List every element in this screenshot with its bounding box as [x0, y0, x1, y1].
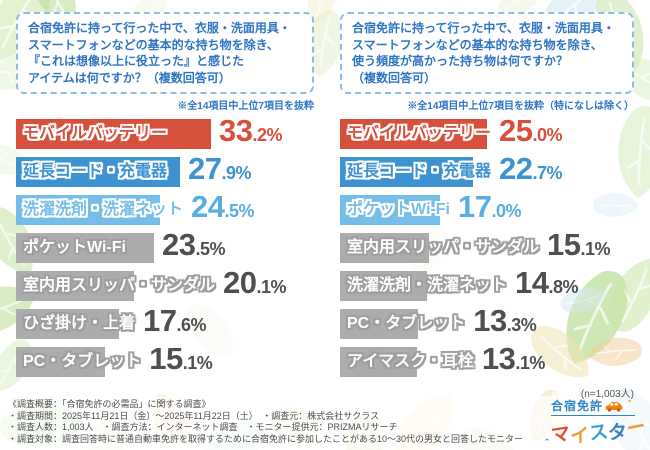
- bar-row: PC・タブレット 13.3%: [340, 303, 634, 339]
- bar-label: 室内用スリッパ・サンダル: [23, 277, 216, 294]
- bar-value: 14.8%: [515, 265, 579, 300]
- bar: [340, 157, 473, 187]
- bar-value: 23.5%: [162, 227, 226, 262]
- question-box: 合宿免許に持って行った中で、衣服・洗面用具・ スマートフォンなどの基本的な持ち物を…: [340, 12, 634, 94]
- brand-char: タ: [607, 422, 627, 444]
- bar-value: 22.7%: [499, 151, 563, 186]
- bar-value: 15.1%: [547, 227, 611, 262]
- bar-value: 17.6%: [143, 303, 207, 338]
- chart-title-line: 合宿免許に持って行った中で、衣服・洗面用具・: [352, 21, 615, 35]
- survey-heading: 《調査概要：「合宿免許の必需品」に関する調査》: [8, 399, 211, 409]
- bar-row: 室内用スリッパ・サンダル 15.1%: [340, 227, 634, 263]
- chart-note: ※全14項目中上位7項目を抜粋: [177, 101, 314, 112]
- bar: [16, 271, 134, 301]
- sample-size-note: (n=1,003人): [580, 389, 634, 400]
- chart-title-line: 使う頻度が高かった持ち物は何ですか？: [352, 54, 569, 68]
- bar-row: アイマスク・耳栓 13.1%: [340, 341, 634, 377]
- brand-char: ー: [624, 416, 648, 441]
- bar: [340, 347, 417, 377]
- caret-icon: ＾: [625, 401, 636, 411]
- brand-logo: 合宿免許 ＾ ＾マイスター: [541, 397, 648, 450]
- bar-label: PC・タブレット: [23, 353, 142, 370]
- bar-label: アイマスク・耳栓: [347, 353, 474, 370]
- bar: [340, 309, 418, 339]
- bar: [340, 119, 487, 149]
- bar-value: 13.1%: [481, 341, 546, 376]
- bar-label: PC・タブレット: [347, 315, 466, 332]
- bar-row: ポケットWi-Fi 23.5%: [16, 227, 314, 263]
- bar-row: ポケットWi-Fi 17.0%: [340, 189, 634, 225]
- bar-value: 33.2%: [219, 113, 283, 148]
- bar: [340, 271, 427, 301]
- bar-value: 17.0%: [457, 189, 522, 224]
- bar-label: 延長コード・充電器: [23, 163, 168, 180]
- car-icon: [605, 401, 623, 412]
- chart-note: ※全14項目中上位7項目を抜粋（特になしは除く）: [407, 101, 634, 112]
- brand-char: ス: [587, 421, 610, 445]
- bar-label: 洗濯洗剤・洗濯ネット: [23, 201, 184, 218]
- bar: [340, 195, 440, 225]
- bar-label: ひざ掛け・上着: [23, 315, 136, 332]
- chart-title-line: 『これは想像以上に役立った』と感じた: [28, 54, 245, 68]
- chart-title-line: （複数回答可）: [352, 70, 437, 85]
- bar-value: 13.3%: [473, 303, 537, 338]
- brand-name-top: 合宿免許 ＾: [550, 397, 636, 416]
- brand-name-bottom: ＾マイスター: [541, 415, 648, 450]
- bar-label: 洗濯洗剤・洗濯ネット: [347, 277, 508, 294]
- bar-rows: モバイルバッテリー 25.0% 延長コード・充電器 22.7% ポケットWi-Fi 17.…: [340, 113, 634, 377]
- chart-title-line: 合宿免許に持って行った中で、衣服・洗面用具・: [28, 21, 291, 35]
- brand-bottom-chars: マイスター: [549, 415, 648, 448]
- bar-value: 25.0%: [499, 113, 563, 148]
- bar-row: PC・タブレット 15.1%: [16, 341, 314, 377]
- chart-right: 合宿免許に持って行った中で、衣服・洗面用具・ スマートフォンなどの基本的な持ち物を…: [340, 12, 634, 400]
- bar: [16, 119, 211, 149]
- bar-label: 延長コード・充電器: [347, 163, 492, 180]
- brand-char: イ: [569, 425, 589, 447]
- chart-left: 合宿免許に持って行った中で、衣服・洗面用具・ スマートフォンなどの基本的な持ち物を…: [16, 12, 314, 385]
- bar: [16, 195, 160, 225]
- bar-rows: モバイルバッテリー 33.2% 延長コード・充電器 27.9% 洗濯洗剤・洗濯ネット 24…: [16, 113, 314, 377]
- brand-char: マ: [549, 423, 572, 448]
- bar-label: モバイルバッテリー: [23, 125, 168, 142]
- bar: [16, 157, 180, 187]
- survey-line: ・調査対象：調査回答時に普通自動車免許を取得するために合宿免許に参加したことがあ…: [8, 433, 524, 444]
- bar-label: 室内用スリッパ・サンダル: [347, 239, 540, 256]
- bar-row: 室内用スリッパ・サンダル 20.1%: [16, 265, 314, 301]
- bar-label: ポケットWi-Fi: [347, 201, 450, 218]
- bar-value: 15.1%: [149, 341, 213, 376]
- bar: [16, 347, 105, 377]
- bar-label: ポケットWi-Fi: [23, 239, 126, 256]
- bar-row: モバイルバッテリー 33.2%: [16, 113, 314, 149]
- bar-row: 洗濯洗剤・洗濯ネット 24.5%: [16, 189, 314, 225]
- survey-line: ・調査人数：1,003人 ・調査方法：インターネット調査 ・モニター提供元：PR…: [8, 422, 398, 433]
- brand-top-text: 合宿免許: [550, 399, 603, 413]
- bar-value: 27.9%: [188, 151, 252, 186]
- bar-value: 20.1%: [223, 265, 287, 300]
- bar-row: 洗濯洗剤・洗濯ネット 14.8%: [340, 265, 634, 301]
- bar: [340, 233, 429, 263]
- bar-row: モバイルバッテリー 25.0%: [340, 113, 634, 149]
- chart-title-line: アイテムは何ですか？（複数回答可）: [28, 70, 231, 85]
- bar-label: モバイルバッテリー: [347, 125, 492, 142]
- bar-row: 延長コード・充電器 27.9%: [16, 151, 314, 187]
- bar-row: 延長コード・充電器 22.7%: [340, 151, 634, 187]
- bar-value: 24.5%: [191, 189, 255, 224]
- bar: [16, 233, 154, 263]
- survey-line: ・調査期間：2025年11月21日（金）～2025年11月22日（土） ・調査元…: [8, 410, 380, 421]
- bar: [16, 309, 119, 339]
- bar-row: ひざ掛け・上着 17.6%: [16, 303, 314, 339]
- chart-title-line: スマートフォンなどの基本的な持ち物を除き、: [28, 37, 279, 52]
- chart-title-line: スマートフォンなどの基本的な持ち物を除き、: [352, 37, 603, 52]
- survey-overview: 《調査概要：「合宿免許の必需品」に関する調査》 ・調査期間：2025年11月21…: [8, 399, 608, 445]
- question-box: 合宿免許に持って行った中で、衣服・洗面用具・ スマートフォンなどの基本的な持ち物を…: [16, 12, 314, 94]
